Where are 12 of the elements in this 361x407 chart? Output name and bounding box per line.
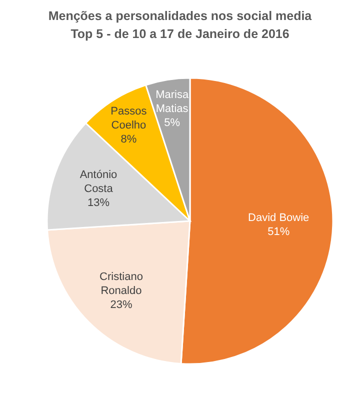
chart-title: Menções a personalidades nos social media: [48, 9, 313, 23]
data-label: 51%: [268, 226, 290, 238]
slice-label: Passos Coelho: [110, 105, 148, 132]
data-label: 23%: [110, 298, 132, 311]
chart-subtitle: Top 5 - de 10 a 17 de Janeiro de 2016: [70, 27, 290, 41]
slice-label: Cristiano Ronaldo: [100, 270, 143, 297]
data-label: 5%: [164, 117, 180, 130]
slice-label: David Bowie: [248, 212, 310, 224]
slice-label: Marisa Matias: [156, 89, 190, 116]
slice-label: António Costa: [80, 169, 118, 196]
data-label: 13%: [87, 197, 110, 210]
data-label: 8%: [120, 133, 137, 146]
